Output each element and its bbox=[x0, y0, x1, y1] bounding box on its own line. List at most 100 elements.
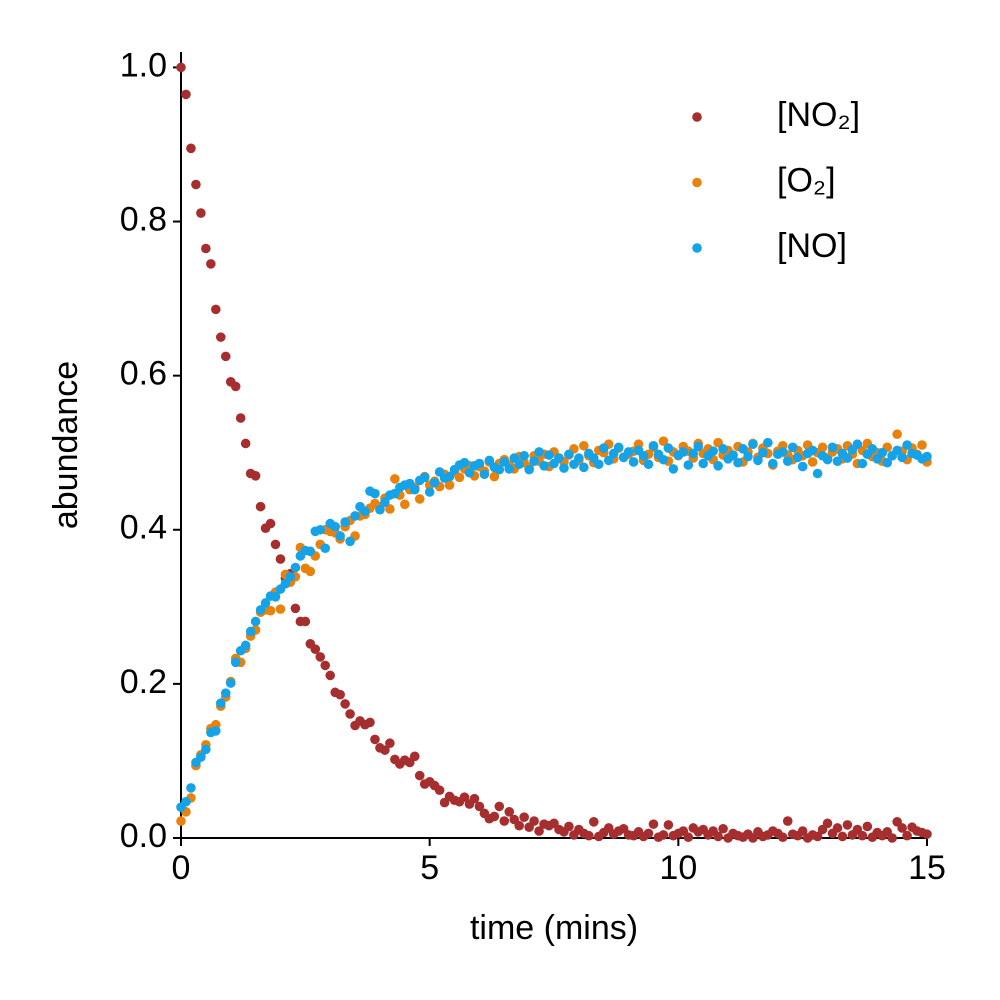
data-point bbox=[360, 506, 370, 517]
x-tick-label: 10 bbox=[659, 849, 697, 887]
data-point bbox=[196, 752, 206, 762]
data-point bbox=[768, 458, 778, 469]
data-point bbox=[643, 459, 654, 470]
data-point bbox=[250, 616, 261, 627]
data-point bbox=[290, 562, 301, 573]
data-point bbox=[822, 454, 833, 465]
data-point bbox=[683, 460, 694, 470]
data-point bbox=[375, 504, 385, 515]
data-point bbox=[414, 494, 425, 504]
data-point bbox=[315, 652, 326, 662]
data-point bbox=[797, 826, 808, 836]
data-point bbox=[852, 439, 863, 450]
data-point bbox=[842, 820, 853, 830]
data-point bbox=[320, 543, 331, 554]
data-point bbox=[230, 657, 241, 668]
data-point bbox=[201, 744, 211, 755]
data-point bbox=[400, 499, 410, 510]
data-point bbox=[320, 660, 331, 671]
data-point bbox=[792, 452, 803, 463]
data-point bbox=[270, 539, 281, 550]
data-point bbox=[862, 821, 873, 832]
data-point bbox=[777, 832, 788, 843]
y-tick-label: 0.4 bbox=[120, 509, 167, 547]
data-point bbox=[623, 447, 634, 457]
data-point bbox=[265, 605, 276, 616]
data-point bbox=[201, 243, 211, 254]
x-axis-label: time (mins) bbox=[470, 909, 638, 947]
data-point bbox=[638, 450, 649, 461]
data-point bbox=[559, 463, 569, 473]
data-point bbox=[335, 531, 345, 541]
data-point bbox=[230, 381, 241, 392]
data-point bbox=[494, 464, 505, 475]
data-point bbox=[902, 440, 912, 450]
data-point bbox=[733, 457, 743, 468]
data-point bbox=[186, 783, 196, 793]
data-point bbox=[897, 452, 907, 463]
data-point bbox=[663, 820, 674, 830]
data-point bbox=[698, 458, 708, 469]
data-point bbox=[643, 828, 654, 839]
data-point bbox=[598, 443, 609, 453]
data-point bbox=[220, 688, 231, 698]
data-point bbox=[464, 467, 475, 478]
data-point bbox=[857, 458, 868, 469]
data-point bbox=[469, 793, 480, 804]
data-point bbox=[812, 468, 823, 479]
data-point bbox=[832, 456, 843, 466]
data-point bbox=[345, 709, 355, 719]
data-point bbox=[902, 830, 912, 841]
data-point bbox=[365, 717, 375, 728]
legend-label: [NO₂] bbox=[777, 96, 860, 134]
x-tick-label: 5 bbox=[420, 849, 439, 887]
data-point bbox=[807, 457, 818, 467]
y-tick-label: 0.2 bbox=[120, 663, 167, 701]
data-point bbox=[380, 745, 390, 755]
data-point bbox=[807, 445, 818, 456]
data-point bbox=[325, 670, 336, 681]
data-point bbox=[380, 497, 390, 507]
data-point bbox=[837, 831, 848, 842]
data-point bbox=[812, 831, 823, 842]
data-point bbox=[385, 738, 395, 749]
y-axis-label: abundance bbox=[47, 361, 85, 529]
data-point bbox=[832, 823, 843, 833]
data-point bbox=[265, 518, 276, 529]
data-point bbox=[370, 488, 380, 499]
data-point bbox=[588, 817, 599, 827]
data-point bbox=[176, 816, 186, 826]
data-point bbox=[285, 571, 296, 582]
data-point bbox=[922, 451, 932, 462]
data-point bbox=[494, 801, 505, 812]
data-point bbox=[797, 461, 808, 472]
data-point bbox=[827, 442, 838, 453]
data-point bbox=[444, 480, 455, 490]
data-point bbox=[822, 818, 833, 829]
data-point bbox=[579, 462, 589, 473]
data-point bbox=[678, 447, 689, 457]
data-point bbox=[385, 504, 395, 514]
data-point bbox=[409, 751, 420, 762]
data-point bbox=[648, 819, 659, 829]
data-point bbox=[499, 457, 510, 467]
data-point bbox=[330, 521, 340, 532]
data-point bbox=[713, 461, 723, 471]
data-point bbox=[275, 554, 286, 564]
data-point bbox=[688, 448, 699, 459]
data-point bbox=[270, 592, 281, 602]
data-point bbox=[683, 832, 694, 843]
data-point bbox=[220, 351, 231, 362]
data-point bbox=[648, 440, 659, 451]
data-point bbox=[310, 644, 321, 655]
data-point bbox=[693, 441, 704, 452]
data-point bbox=[579, 440, 589, 451]
data-point bbox=[782, 816, 793, 826]
data-point bbox=[504, 464, 515, 474]
data-point bbox=[370, 734, 380, 745]
data-point bbox=[305, 546, 316, 557]
data-point bbox=[728, 450, 738, 460]
data-point bbox=[275, 604, 286, 614]
data-point bbox=[409, 484, 420, 495]
